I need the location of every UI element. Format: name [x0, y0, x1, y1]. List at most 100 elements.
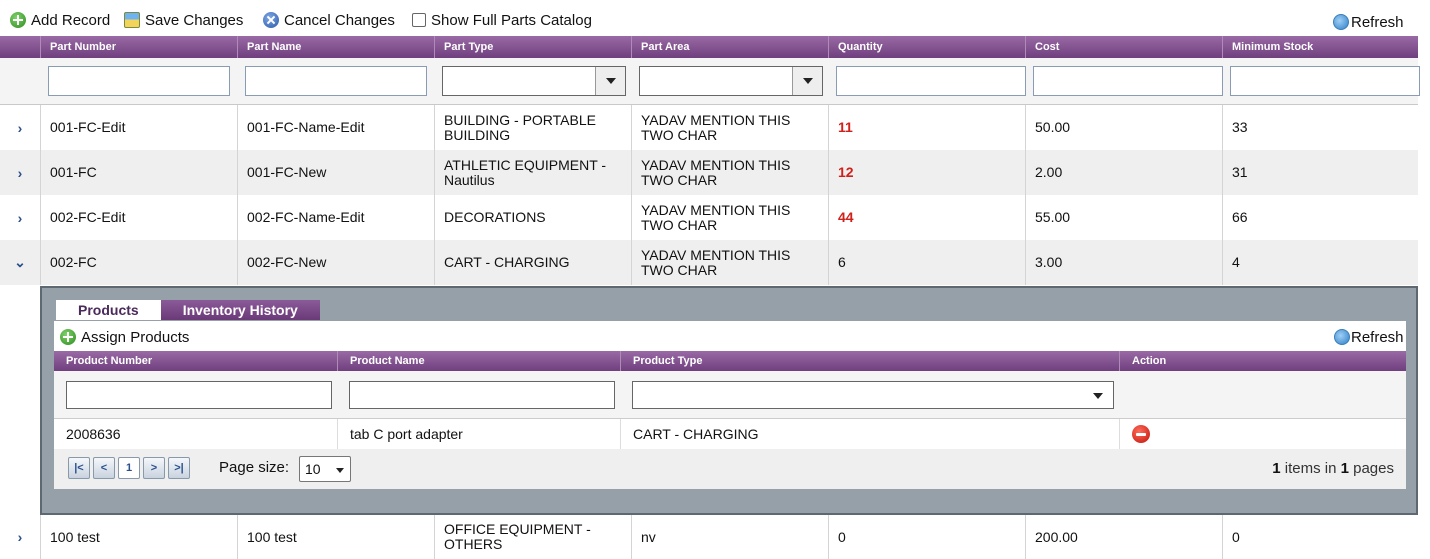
previous-page-button[interactable]: < [93, 457, 115, 479]
show-catalog-checkbox[interactable] [412, 13, 426, 27]
minimum-stock-cell: 66 [1222, 195, 1418, 240]
part-number-cell: 100 test [40, 515, 237, 559]
quantity-cell: 12 [828, 150, 1025, 195]
filter-product-name-input[interactable] [349, 381, 615, 409]
filter-product-type-select[interactable] [632, 381, 1114, 409]
cost-cell: 2.00 [1025, 150, 1222, 195]
add-record-button[interactable]: Add Record [10, 10, 110, 30]
cost-cell: 3.00 [1025, 240, 1222, 285]
show-full-catalog-toggle[interactable]: Show Full Parts Catalog [412, 10, 592, 30]
table-row[interactable]: › 001-FC 001-FC-New ATHLETIC EQUIPMENT -… [0, 150, 1418, 195]
filter-part-name-input[interactable] [245, 66, 427, 96]
expand-row-toggle[interactable]: › [17, 119, 23, 136]
column-header-cost[interactable]: Cost [1025, 36, 1222, 58]
subgrid-toolbar: Assign Products Refresh [54, 321, 1406, 351]
first-page-button[interactable]: |< [68, 457, 90, 479]
filter-minimum-stock-input[interactable] [1230, 66, 1420, 96]
column-header-product-name[interactable]: Product Name [337, 351, 620, 371]
quantity-cell: 44 [828, 195, 1025, 240]
part-name-cell: 001-FC-Name-Edit [237, 105, 434, 150]
page-size-label: Page size: [219, 459, 290, 476]
minimum-stock-cell: 0 [1222, 515, 1418, 559]
quantity-cell: 11 [828, 105, 1025, 150]
table-row-expanded[interactable]: ⌄ 002-FC 002-FC-New CART - CHARGING YADA… [0, 240, 1418, 285]
save-changes-button[interactable]: Save Changes [124, 10, 243, 30]
part-name-cell: 002-FC-Name-Edit [237, 195, 434, 240]
part-type-cell: OFFICE EQUIPMENT - OTHERS [434, 515, 631, 559]
column-header-product-number[interactable]: Product Number [66, 355, 153, 367]
table-row[interactable]: › 001-FC-Edit 001-FC-Name-Edit BUILDING … [0, 105, 1418, 150]
chevron-down-icon[interactable] [792, 67, 822, 95]
part-type-cell: CART - CHARGING [434, 240, 631, 285]
column-header-product-type[interactable]: Product Type [620, 351, 1119, 371]
part-type-cell: BUILDING - PORTABLE BUILDING [434, 105, 631, 150]
filter-row [0, 58, 1420, 105]
pager-info: 1 items in 1 pages [1272, 460, 1394, 477]
table-row[interactable]: 2008636 tab C port adapter CART - CHARGI… [54, 419, 1406, 449]
cancel-changes-button[interactable]: Cancel Changes [263, 10, 395, 30]
cancel-icon [263, 12, 279, 28]
filter-part-number-input[interactable] [48, 66, 230, 96]
column-header-part-number[interactable]: Part Number [40, 36, 237, 58]
add-icon [10, 12, 26, 28]
page-size-select[interactable]: 10 [299, 456, 351, 482]
part-type-cell: ATHLETIC EQUIPMENT - Nautilus [434, 150, 631, 195]
chevron-down-icon[interactable] [595, 67, 625, 95]
filter-part-area-select[interactable] [639, 66, 823, 96]
save-changes-label: Save Changes [145, 11, 244, 29]
part-name-cell: 001-FC-New [237, 150, 434, 195]
pages-count: 1 [1340, 460, 1349, 477]
subgrid-refresh-label: Refresh [1351, 328, 1404, 346]
expand-row-toggle[interactable]: › [17, 529, 23, 545]
refresh-icon [1334, 329, 1350, 345]
column-header-quantity[interactable]: Quantity [828, 36, 1025, 58]
part-number-cell: 001-FC [40, 150, 237, 195]
expand-row-toggle[interactable]: › [17, 209, 23, 226]
assign-products-button[interactable]: Assign Products [60, 327, 189, 347]
collapse-row-toggle[interactable]: ⌄ [14, 254, 26, 270]
column-header-part-area[interactable]: Part Area [631, 36, 828, 58]
part-number-cell: 001-FC-Edit [40, 105, 237, 150]
subgrid-refresh-button[interactable]: Refresh [1334, 327, 1404, 347]
tab-inventory-history[interactable]: Inventory History [160, 300, 320, 320]
cancel-changes-label: Cancel Changes [284, 11, 395, 29]
grid-header: Part Number Part Name Part Type Part Are… [0, 36, 1418, 58]
grid-toolbar: Add Record Save Changes Cancel Changes S… [0, 0, 1418, 36]
table-row[interactable]: › 100 test 100 test OFFICE EQUIPMENT - O… [0, 515, 1418, 559]
items-text: items in [1284, 460, 1337, 477]
subgrid-filter-row [54, 371, 1406, 419]
part-area-cell: YADAV MENTION THIS TWO CHAR [631, 150, 828, 195]
refresh-button[interactable]: Refresh [1333, 12, 1404, 32]
column-header-part-name[interactable]: Part Name [237, 36, 434, 58]
filter-part-type-select[interactable] [442, 66, 626, 96]
tab-products[interactable]: Products [56, 300, 161, 320]
minimum-stock-cell: 4 [1222, 240, 1418, 285]
remove-icon[interactable] [1132, 425, 1150, 443]
product-name-cell: tab C port adapter [337, 419, 620, 449]
filter-cost-input[interactable] [1033, 66, 1223, 96]
filter-quantity-input[interactable] [836, 66, 1026, 96]
minimum-stock-cell: 33 [1222, 105, 1418, 150]
quantity-cell: 6 [828, 240, 1025, 285]
column-header-minimum-stock[interactable]: Minimum Stock [1222, 36, 1418, 58]
part-number-cell: 002-FC-Edit [40, 195, 237, 240]
detail-tabs: Products Inventory History [56, 300, 320, 320]
chevron-down-icon[interactable] [1093, 393, 1103, 399]
part-type-cell: DECORATIONS [434, 195, 631, 240]
cost-cell: 200.00 [1025, 515, 1222, 559]
product-type-cell: CART - CHARGING [620, 419, 1119, 449]
table-row[interactable]: › 002-FC-Edit 002-FC-Name-Edit DECORATIO… [0, 195, 1418, 240]
expand-row-toggle[interactable]: › [17, 164, 23, 181]
last-page-button[interactable]: >| [168, 457, 190, 479]
filter-product-number-input[interactable] [66, 381, 332, 409]
cost-cell: 50.00 [1025, 105, 1222, 150]
column-header-action: Action [1119, 351, 1406, 371]
minimum-stock-cell: 31 [1222, 150, 1418, 195]
page-number-button[interactable]: 1 [118, 457, 140, 479]
save-icon [124, 12, 140, 28]
quantity-cell: 0 [828, 515, 1025, 559]
subgrid-header: Product Number Product Name Product Type… [54, 351, 1406, 371]
next-page-button[interactable]: > [143, 457, 165, 479]
pager: |< < 1 > >| Page size: 10 1 items in 1 p… [54, 449, 1406, 489]
column-header-part-type[interactable]: Part Type [434, 36, 631, 58]
